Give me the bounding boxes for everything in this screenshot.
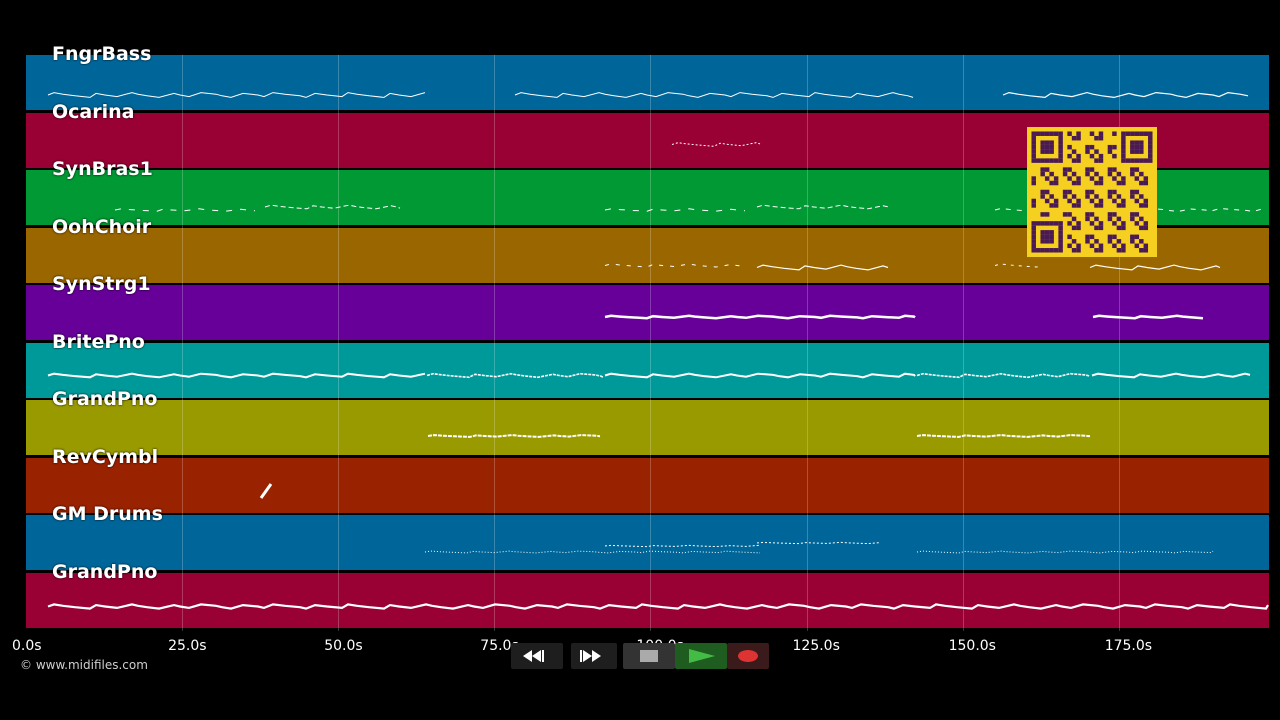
time-tick-label: 175.0s	[1104, 638, 1153, 654]
note-trace	[604, 314, 916, 320]
track-band	[26, 285, 1269, 340]
note-trace	[1092, 314, 1204, 320]
note-trace	[1089, 264, 1221, 271]
track-band	[26, 400, 1269, 455]
stop-icon	[640, 650, 658, 662]
note-trace	[604, 263, 746, 268]
note-trace	[1091, 372, 1251, 379]
record-button[interactable]	[727, 643, 769, 669]
track-label: FngrBass	[52, 43, 152, 65]
time-tick-label: 50.0s	[324, 638, 363, 654]
play-button[interactable]	[675, 643, 727, 669]
note-trace	[671, 142, 761, 147]
time-tick-label: 125.0s	[792, 638, 840, 654]
note-trace	[47, 92, 426, 98]
note-trace	[604, 208, 746, 212]
note-trace	[427, 434, 601, 438]
track-label: GrandPno	[52, 388, 158, 410]
copyright-text: © www.midifiles.com	[20, 658, 148, 672]
stop-button[interactable]	[623, 643, 675, 669]
note-trace	[604, 544, 761, 548]
note-trace	[114, 208, 256, 212]
note-trace	[994, 263, 1041, 268]
note-trace	[424, 550, 761, 554]
qr-code[interactable]	[1027, 127, 1157, 257]
track-label: RevCymbl	[52, 445, 159, 468]
track-label: Ocarina	[52, 100, 135, 123]
note-trace	[514, 92, 914, 98]
grid-line	[806, 55, 808, 631]
time-tick-label: 25.0s	[168, 638, 207, 654]
note-trace	[47, 372, 426, 379]
track-band	[26, 342, 1269, 398]
note-trace	[756, 264, 889, 271]
note-trace	[426, 372, 604, 379]
track-label: SynBras1	[52, 158, 153, 180]
track-band	[26, 515, 1269, 570]
note-trace	[47, 603, 1269, 610]
track-band	[26, 572, 1269, 628]
grid-line	[494, 55, 496, 631]
note-trace	[916, 372, 1091, 379]
track-label: SynStrg1	[52, 273, 151, 295]
fast-forward-button[interactable]	[571, 643, 617, 669]
rewind-icon	[523, 650, 544, 662]
grid-line	[962, 55, 964, 631]
play-icon	[689, 649, 715, 663]
note-trace	[259, 483, 273, 499]
track-band	[26, 55, 1269, 110]
note-trace	[264, 204, 401, 210]
fast-forward-icon	[580, 650, 601, 662]
rewind-button[interactable]	[511, 643, 563, 669]
track-label: BritePno	[52, 330, 145, 353]
grid-line	[650, 55, 652, 631]
note-trace	[916, 550, 1214, 554]
time-tick-label: 75.0s	[480, 638, 519, 654]
note-trace	[604, 372, 916, 379]
record-icon	[738, 650, 758, 662]
note-trace	[756, 204, 891, 210]
time-tick-label: 0.0s	[12, 638, 42, 654]
grid-line	[182, 55, 184, 631]
transport-controls	[511, 643, 769, 669]
note-trace	[1002, 91, 1249, 99]
track-label: GrandPno	[52, 560, 158, 583]
grid-line	[1118, 55, 1120, 631]
track-band	[26, 457, 1269, 513]
time-tick-label: 150.0s	[948, 638, 996, 654]
note-trace	[916, 434, 1091, 438]
track-label: OohChoir	[52, 215, 152, 238]
grid-line	[338, 55, 340, 631]
note-trace	[756, 541, 881, 545]
track-label: GM Drums	[52, 503, 163, 525]
